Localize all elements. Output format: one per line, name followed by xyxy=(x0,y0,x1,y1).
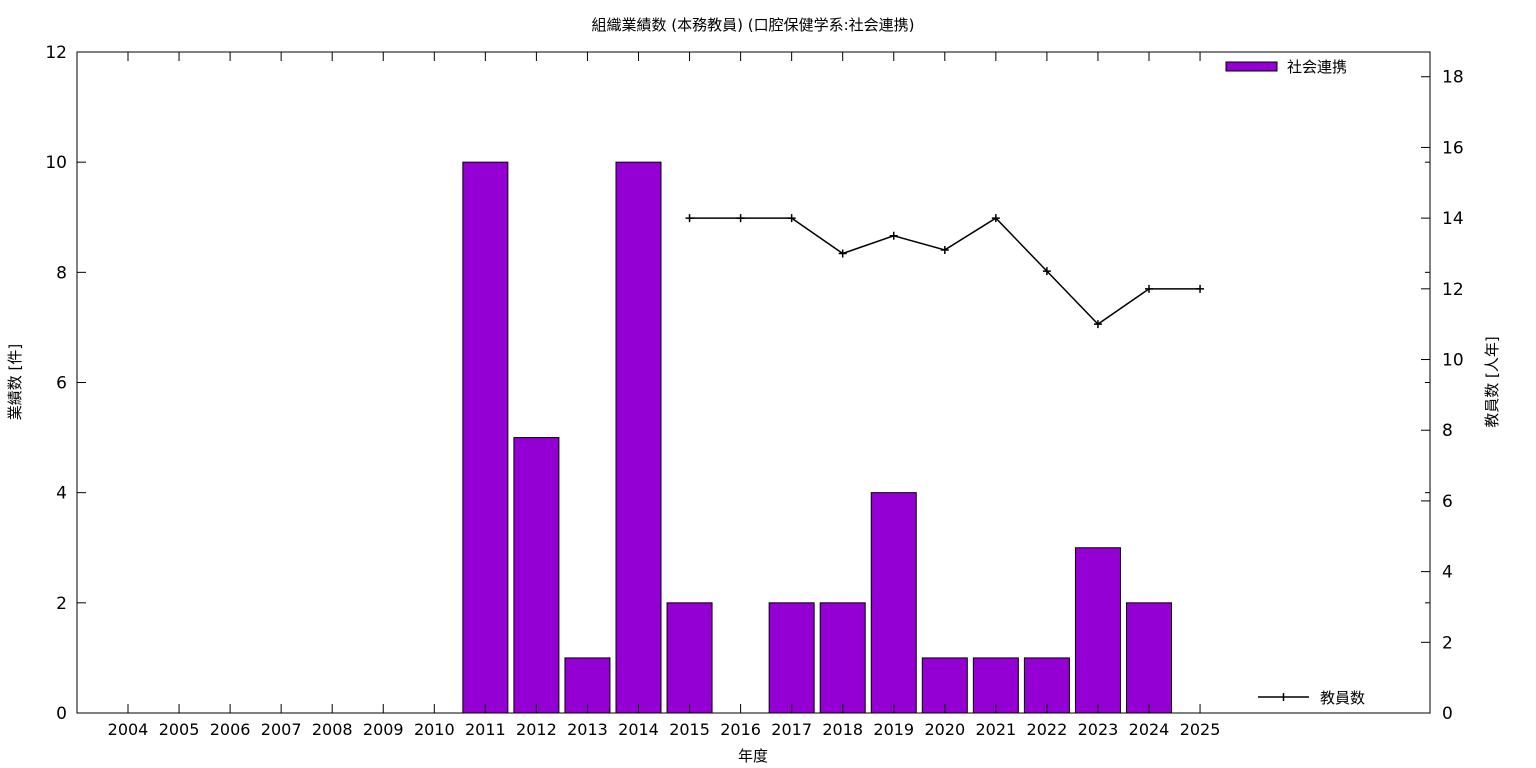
y-tick-label: 4 xyxy=(56,484,67,504)
y2-tick-label: 14 xyxy=(1442,209,1464,229)
y2-tick-label: 12 xyxy=(1442,280,1464,300)
x-tick-label: 2012 xyxy=(516,720,557,739)
x-tick-label: 2017 xyxy=(771,720,812,739)
x-tick-label: 2013 xyxy=(567,720,608,739)
line-point-2021 xyxy=(991,214,1000,223)
x-tick-label: 2004 xyxy=(108,720,149,739)
x-tick-label: 2019 xyxy=(873,720,914,739)
x-tick-label: 2010 xyxy=(414,720,455,739)
x-tick-label: 2025 xyxy=(1180,720,1221,739)
y2-tick-label: 0 xyxy=(1442,704,1453,724)
y-tick-label: 2 xyxy=(56,594,67,614)
y2-tick-label: 10 xyxy=(1442,351,1464,371)
line-point-2018 xyxy=(838,249,847,258)
line-point-2024 xyxy=(1145,284,1153,293)
x-tick-label: 2023 xyxy=(1078,720,1119,739)
y2-tick-label: 18 xyxy=(1442,68,1464,88)
line-point-2015 xyxy=(685,214,694,223)
bar-2020 xyxy=(921,657,968,714)
x-tick-label: 2014 xyxy=(618,720,659,739)
x-axis-label: 年度 xyxy=(738,747,768,765)
x-tick-label: 2016 xyxy=(720,720,761,739)
line-point-2019 xyxy=(889,231,898,240)
bar-2021 xyxy=(972,657,1019,714)
ticks-layer: 0 2 4 6 8 10 12 0 2 4 6 8 10 12 14 16 18 2004 2005 2006 2007… xyxy=(45,43,1463,739)
bar-2013 xyxy=(564,657,611,714)
x-tick-label: 2005 xyxy=(159,720,200,739)
line-point-2016 xyxy=(736,214,745,223)
x-tick-label: 2006 xyxy=(210,720,251,739)
y-tick-label: 0 xyxy=(56,704,67,724)
bars-layer xyxy=(462,161,1172,714)
y-tick-label: 10 xyxy=(45,153,67,173)
x-tick-label: 2015 xyxy=(669,720,710,739)
y-tick-label: 8 xyxy=(56,263,67,283)
y2-axis-label: 教員数 [人年] xyxy=(1483,336,1501,427)
legend-swatch-bar xyxy=(1225,61,1278,72)
y2-tick-label: 6 xyxy=(1442,492,1453,512)
bar-2017 xyxy=(768,602,815,714)
y2-tick-label: 16 xyxy=(1442,138,1464,158)
x-tick-label: 2018 xyxy=(822,720,863,739)
line-point-2023 xyxy=(1093,320,1102,329)
bar-2024 xyxy=(1126,602,1172,714)
line-point-2020 xyxy=(940,245,949,254)
line-layer xyxy=(685,214,1205,329)
bar-2018 xyxy=(819,602,866,714)
y-tick-label: 12 xyxy=(45,43,67,63)
x-tick-label: 2011 xyxy=(465,720,506,739)
x-tick-label: 2009 xyxy=(363,720,404,739)
bar-2022 xyxy=(1023,657,1070,714)
bar-2023 xyxy=(1074,547,1121,714)
x-tick-label: 2021 xyxy=(975,720,1016,739)
legend-label-line: 教員数 xyxy=(1320,689,1365,707)
bar-2011 xyxy=(462,161,509,714)
y-axis-label: 業績数 [件] xyxy=(6,344,24,420)
y2-tick-label: 2 xyxy=(1442,633,1453,653)
y-tick-label: 6 xyxy=(56,374,67,394)
line-point-2025 xyxy=(1196,284,1205,293)
legend-label-bar: 社会連携 xyxy=(1287,58,1347,76)
x-tick-label: 2024 xyxy=(1129,720,1170,739)
line-point-2017 xyxy=(787,214,796,223)
plot-frame xyxy=(76,51,1431,714)
x-tick-label: 2022 xyxy=(1027,720,1068,739)
x-tick-label: 2020 xyxy=(924,720,965,739)
bar-2014 xyxy=(615,161,662,714)
chart-title: 組織業績数 (本務教員) (口腔保健学系:社会連携) xyxy=(591,16,914,34)
x-tick-label: 2008 xyxy=(312,720,353,739)
line-series xyxy=(689,217,1201,326)
y2-tick-label: 4 xyxy=(1442,563,1453,583)
bar-2019 xyxy=(870,492,917,714)
y2-tick-label: 8 xyxy=(1442,421,1453,441)
x-tick-label: 2007 xyxy=(261,720,302,739)
line-point-2022 xyxy=(1042,267,1051,276)
bar-2015 xyxy=(666,602,713,714)
bar-2012 xyxy=(513,437,560,714)
